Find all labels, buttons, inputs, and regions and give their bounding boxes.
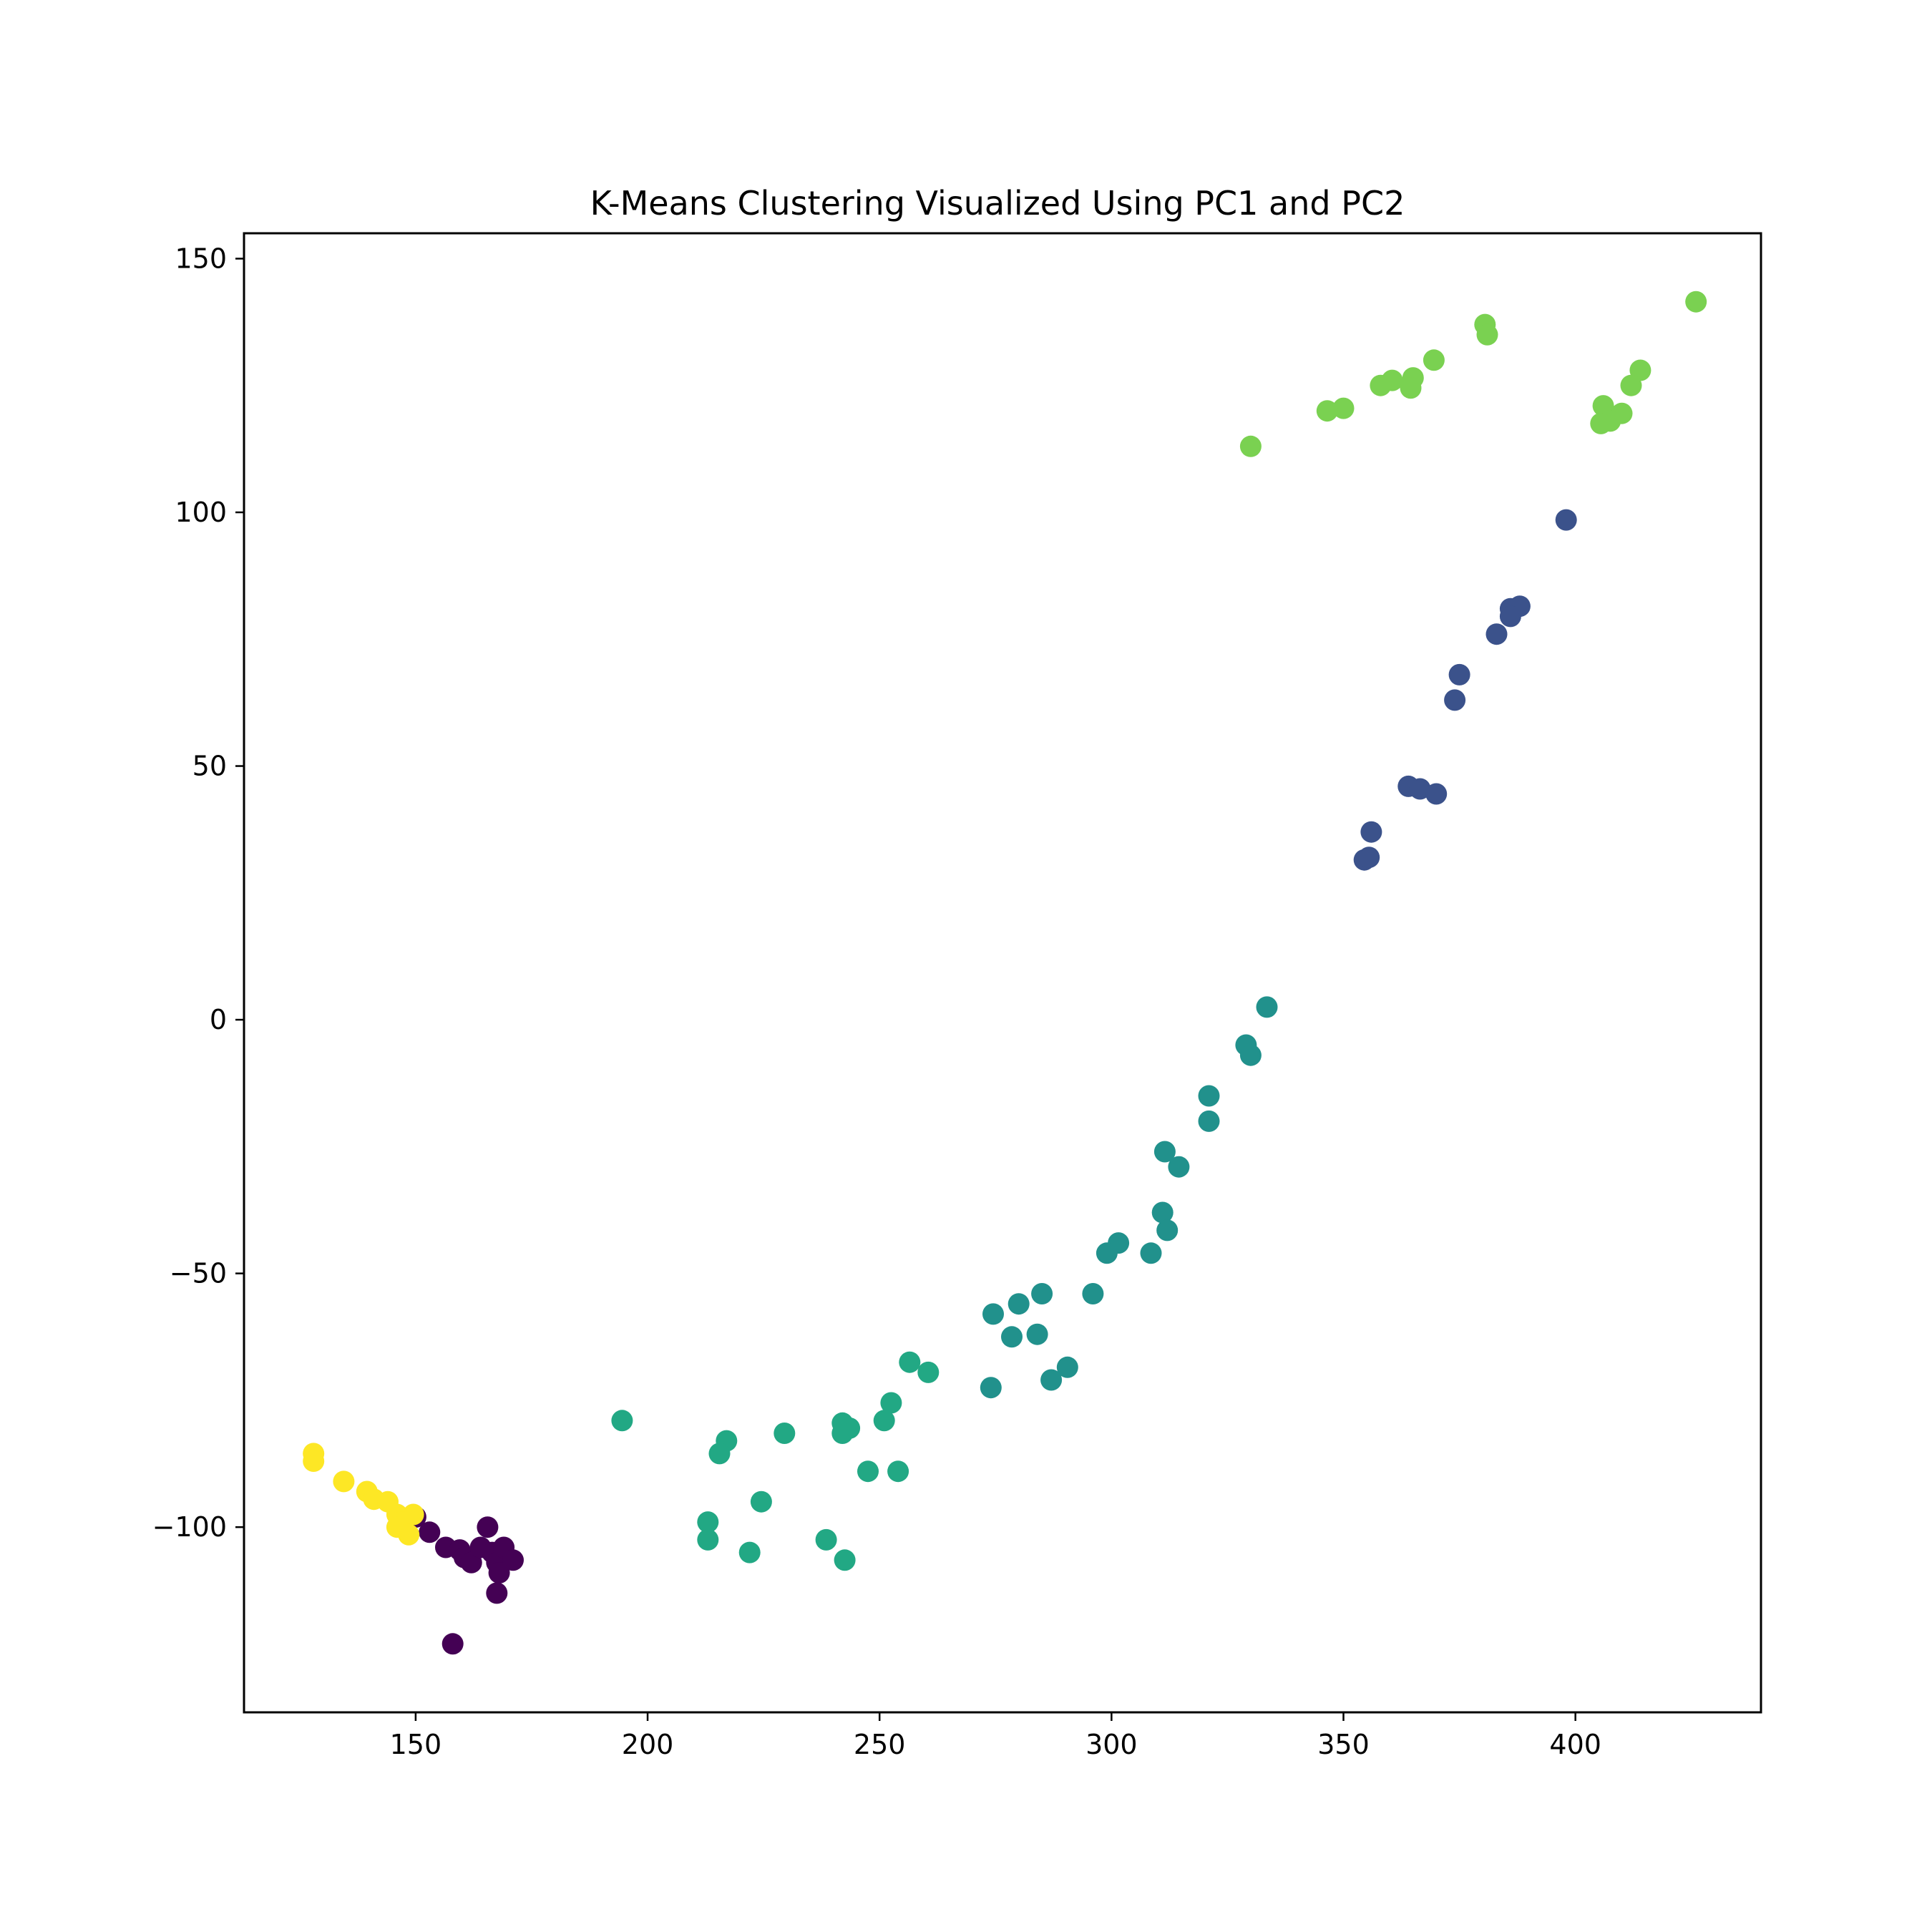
data-point-cluster-3-12 bbox=[887, 1460, 909, 1483]
data-point-cluster-3-6 bbox=[831, 1423, 854, 1444]
axis-ticks: 150 200 250 300 350 400 150 100 50 0 −50 −100 bbox=[152, 243, 1601, 1760]
data-point-cluster-5-2 bbox=[333, 1470, 355, 1493]
data-point-cluster-0-12 bbox=[502, 1549, 524, 1571]
data-point-cluster-2-8 bbox=[1156, 1219, 1179, 1241]
data-point-cluster-3-15 bbox=[697, 1528, 719, 1551]
data-point-cluster-4-7 bbox=[1370, 374, 1392, 396]
data-point-cluster-3-18 bbox=[834, 1549, 856, 1571]
data-point-cluster-3-13 bbox=[750, 1491, 772, 1513]
x-tick-label: 300 bbox=[1085, 1729, 1138, 1760]
data-point-cluster-1-3 bbox=[1499, 605, 1521, 628]
data-point-cluster-2-3 bbox=[1198, 1085, 1220, 1107]
data-point-cluster-3-14 bbox=[697, 1511, 719, 1533]
y-tick-label: 50 bbox=[192, 751, 227, 782]
data-point-cluster-5-10 bbox=[398, 1523, 420, 1546]
chart-title: K-Means Clustering Visualized Using PC1 … bbox=[590, 184, 1405, 223]
data-point-cluster-4-10 bbox=[1239, 435, 1262, 457]
data-point-cluster-3-9 bbox=[899, 1351, 921, 1373]
data-point-cluster-0-14 bbox=[441, 1633, 464, 1655]
points-layer bbox=[303, 291, 1707, 1655]
data-point-cluster-1-12 bbox=[1358, 847, 1380, 869]
data-point-cluster-2-19 bbox=[1040, 1369, 1063, 1391]
data-point-cluster-2-14 bbox=[1008, 1293, 1030, 1315]
y-tick-label: 100 bbox=[175, 497, 227, 528]
data-point-cluster-4-9 bbox=[1316, 400, 1338, 422]
data-point-cluster-3-3 bbox=[774, 1423, 796, 1444]
data-point-cluster-0-7 bbox=[477, 1516, 499, 1538]
data-point-cluster-3-16 bbox=[738, 1541, 761, 1563]
x-tick-label: 400 bbox=[1549, 1729, 1601, 1760]
data-point-cluster-2-0 bbox=[1256, 996, 1278, 1018]
x-tick-label: 250 bbox=[854, 1729, 906, 1760]
data-point-cluster-0-13 bbox=[486, 1582, 508, 1604]
data-point-cluster-1-8 bbox=[1409, 778, 1431, 800]
data-point-cluster-4-2 bbox=[1476, 323, 1498, 346]
data-point-cluster-5-1 bbox=[303, 1450, 325, 1472]
data-point-cluster-3-11 bbox=[857, 1460, 879, 1483]
plot-frame bbox=[243, 232, 1762, 1714]
x-tick-label: 150 bbox=[390, 1729, 442, 1760]
data-point-cluster-2-6 bbox=[1168, 1156, 1190, 1178]
y-tick-label: 0 bbox=[210, 1004, 227, 1035]
data-point-cluster-3-10 bbox=[917, 1361, 940, 1383]
data-point-cluster-2-2 bbox=[1239, 1044, 1262, 1066]
data-point-cluster-2-10 bbox=[1096, 1242, 1118, 1264]
data-point-cluster-2-17 bbox=[1026, 1323, 1048, 1345]
data-point-cluster-0-1 bbox=[419, 1521, 441, 1543]
y-tick-label: −50 bbox=[170, 1258, 227, 1289]
data-point-cluster-4-16 bbox=[1590, 412, 1612, 434]
data-point-cluster-4-12 bbox=[1620, 374, 1642, 396]
data-point-cluster-1-10 bbox=[1360, 821, 1382, 843]
x-tick-label: 350 bbox=[1317, 1729, 1370, 1760]
data-point-cluster-4-0 bbox=[1685, 291, 1707, 313]
data-point-cluster-2-11 bbox=[1140, 1242, 1162, 1264]
data-point-cluster-0-10 bbox=[488, 1562, 510, 1584]
data-point-cluster-2-12 bbox=[1082, 1283, 1104, 1304]
data-point-cluster-2-20 bbox=[980, 1377, 1002, 1399]
data-point-cluster-1-5 bbox=[1448, 663, 1470, 686]
data-point-cluster-1-4 bbox=[1485, 623, 1508, 645]
data-point-cluster-1-9 bbox=[1425, 783, 1448, 805]
data-point-cluster-3-17 bbox=[815, 1528, 837, 1551]
data-point-cluster-3-0 bbox=[611, 1410, 633, 1432]
data-point-cluster-1-6 bbox=[1444, 689, 1466, 711]
data-point-cluster-2-4 bbox=[1198, 1110, 1220, 1132]
data-point-cluster-3-2 bbox=[708, 1443, 731, 1465]
y-tick-label: −100 bbox=[152, 1511, 227, 1543]
data-point-cluster-4-5 bbox=[1400, 377, 1422, 399]
data-point-cluster-1-0 bbox=[1555, 509, 1577, 531]
data-point-cluster-3-7 bbox=[873, 1410, 895, 1432]
data-point-cluster-2-18 bbox=[1056, 1356, 1078, 1378]
data-point-cluster-2-5 bbox=[1153, 1141, 1176, 1163]
data-point-cluster-4-3 bbox=[1423, 349, 1445, 371]
x-tick-label: 200 bbox=[622, 1729, 674, 1760]
data-point-cluster-4-8 bbox=[1332, 397, 1355, 419]
data-point-cluster-2-15 bbox=[982, 1303, 1004, 1325]
data-point-cluster-2-13 bbox=[1031, 1283, 1053, 1304]
data-point-cluster-3-8 bbox=[880, 1392, 902, 1414]
data-point-cluster-2-16 bbox=[1001, 1326, 1023, 1348]
data-point-cluster-2-7 bbox=[1151, 1201, 1174, 1224]
y-tick-label: 150 bbox=[175, 243, 227, 274]
